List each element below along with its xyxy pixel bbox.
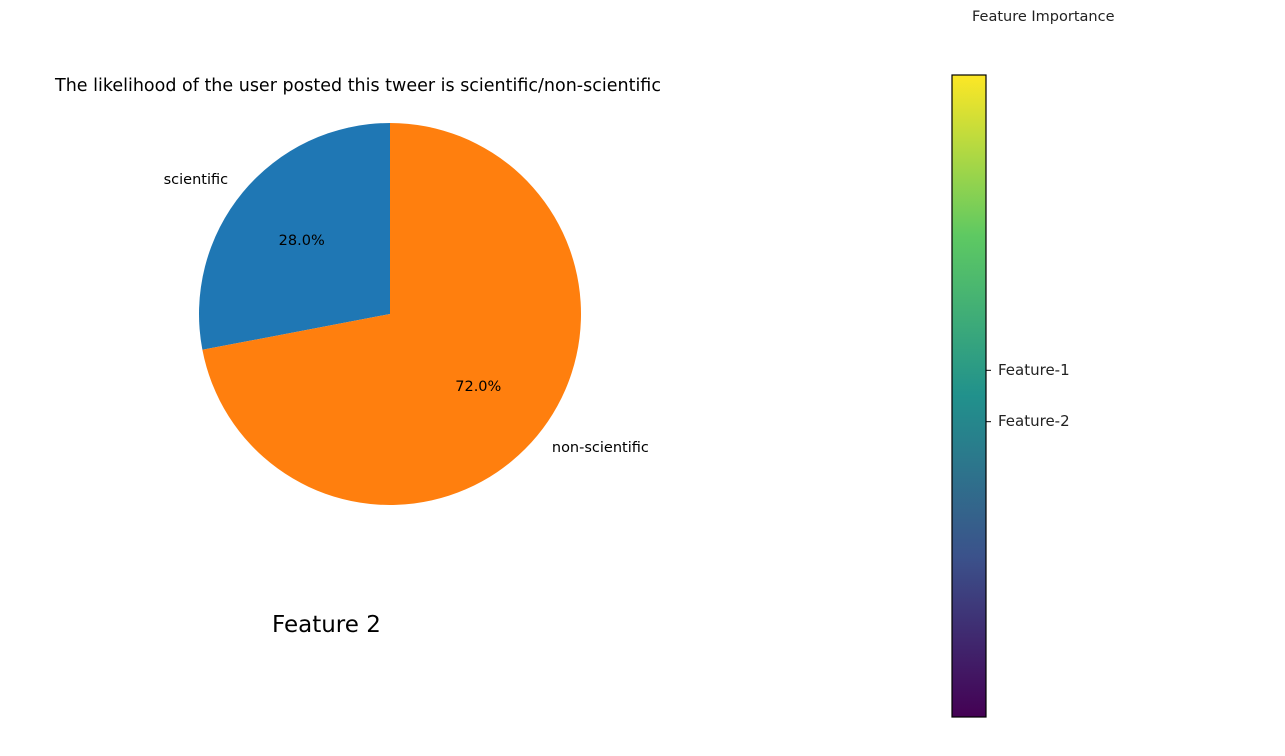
caption-feature: Feature 2 xyxy=(272,612,381,638)
colorbar-title: Feature Importance xyxy=(972,9,1115,25)
pie-pct-label-scientific: 28.0% xyxy=(279,233,325,249)
pie-chart: 28.0% scientific 72.0% non-scientific xyxy=(164,123,649,505)
pie-slice-scientific xyxy=(198,123,390,350)
pie-category-label-non-scientific: non-scientific xyxy=(552,440,649,456)
pie-labels: 28.0% scientific 72.0% non-scientific xyxy=(164,172,649,456)
colorbar-tick-label-Feature-1: Feature-1 xyxy=(998,361,1070,379)
colorbar-ticks: Feature-1 Feature-2 xyxy=(986,361,1070,430)
pie-slice-non-scientific xyxy=(202,123,582,505)
colorbar-tick-label-Feature-2: Feature-2 xyxy=(998,412,1070,430)
pie-pct-label-non-scientific: 72.0% xyxy=(455,379,501,395)
colorbar-gradient xyxy=(951,74,987,718)
pie-chart-title: The likelihood of the user posted this t… xyxy=(55,76,661,96)
pie-slices xyxy=(198,123,582,505)
colorbar-body xyxy=(951,74,987,718)
pie-category-label-scientific: scientific xyxy=(164,172,229,188)
